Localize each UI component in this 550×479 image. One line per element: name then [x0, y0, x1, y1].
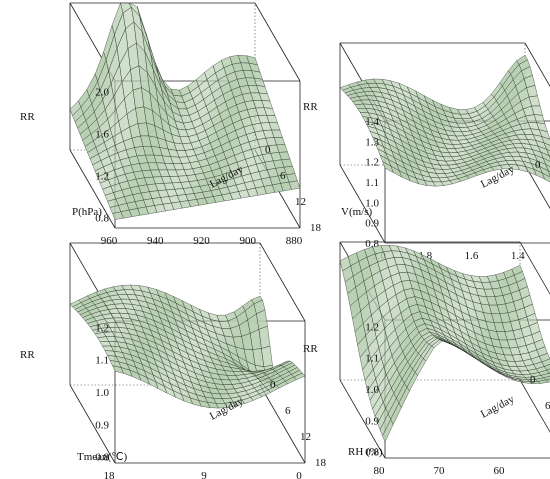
z-tick-label: 1.6 [95, 129, 109, 141]
box-edge [254, 2, 301, 82]
box-edge [339, 379, 386, 459]
surface-patch [288, 180, 301, 190]
surface-patch [541, 358, 550, 367]
z-axis-title: RR [303, 101, 318, 113]
y-tick-label: 0 [270, 379, 276, 391]
surface-patch [538, 129, 550, 140]
box-edge [259, 242, 306, 322]
y-tick-label: 12 [300, 431, 311, 443]
z-tick-label: 0.8 [365, 447, 379, 459]
x-tick-label: 1.6 [465, 250, 479, 262]
x-tick-label: 940 [147, 235, 164, 247]
x-tick-label: 900 [240, 235, 257, 247]
z-tick-label: 1.4 [365, 116, 379, 128]
box-edge [69, 384, 116, 464]
x-tick-label: 9 [201, 470, 207, 479]
z-tick-label: 1.1 [365, 177, 379, 189]
z-tick-label: 0.8 [95, 452, 109, 464]
y-tick-label: 18 [315, 457, 327, 469]
x-tick-label: 920 [193, 235, 210, 247]
surface-patch [541, 172, 550, 183]
box-edge [524, 42, 550, 88]
surface-patch [542, 157, 550, 167]
y-tick-label: 6 [545, 400, 550, 412]
surface-patch [539, 166, 550, 178]
box-edge [69, 149, 116, 229]
x-tick-label: 0 [296, 470, 302, 479]
surface-patch [541, 136, 550, 146]
y-tick-label: 18 [310, 222, 322, 234]
box-edge [519, 241, 550, 295]
surface-patch [546, 368, 550, 374]
z-tick-label: 0.9 [365, 218, 379, 230]
z-tick-label: 0.9 [95, 419, 109, 431]
z-tick-label: 1.0 [365, 197, 379, 209]
x-axis-title: Tmean(℃) [77, 451, 128, 463]
z-axis-title: RR [20, 111, 35, 123]
surface-patch [540, 151, 550, 162]
z-tick-label: 1.2 [365, 321, 379, 333]
box-edge [339, 164, 386, 244]
x-tick-label: 80 [374, 465, 386, 477]
y-axis-title: Lag/day [479, 393, 517, 421]
z-axis-title: RR [20, 349, 35, 361]
y-tick-label: 0 [265, 144, 271, 156]
x-axis-title: V(m/s) [341, 206, 373, 218]
x-tick-label: 1.4 [511, 250, 525, 262]
box-edge [524, 164, 550, 210]
y-tick-label: 0 [530, 374, 536, 386]
z-tick-label: 1.0 [365, 384, 379, 396]
x-tick-label: 18 [104, 470, 116, 479]
z-tick-label: 1.1 [365, 353, 379, 365]
z-tick-label: 1.2 [365, 157, 379, 169]
y-tick-label: 0 [535, 159, 541, 171]
x-tick-label: 960 [101, 235, 118, 247]
surface-patch [546, 148, 550, 157]
surface-patch [293, 372, 306, 380]
surface-plot-pressure: 960 940 920 900 8800612180.81.21.62.0P(hPa)L… [20, 2, 322, 247]
x-tick-label: 60 [494, 465, 506, 477]
z-tick-label: 1.1 [95, 355, 109, 367]
x-tick-label: 880 [286, 235, 303, 247]
z-tick-label: 0.8 [95, 213, 109, 225]
x-axis-title: RH (%) [348, 446, 383, 458]
surface-plot-wind-speed: 2.01.81.61.41.20612180.80.91.01.11.21.31… [303, 42, 550, 262]
box-edge [259, 384, 306, 464]
z-tick-label: 2.0 [95, 87, 109, 99]
surface-patch [545, 378, 550, 383]
x-tick-label: 70 [434, 465, 446, 477]
box-edge [519, 379, 550, 433]
z-tick-label: 1.0 [95, 387, 109, 399]
z-axis-title: RR [303, 343, 318, 355]
x-axis-title: P(hPa) [72, 206, 102, 218]
z-tick-label: 0.9 [365, 415, 379, 427]
y-tick-label: 6 [285, 405, 291, 417]
surface-patch [543, 375, 550, 381]
surface-plot-humidity: 807060500612180.80.91.01.11.2RH (%)Lag/d… [303, 241, 550, 477]
y-tick-label: 6 [280, 170, 286, 182]
surface-patch [545, 164, 550, 172]
z-tick-label: 1.3 [365, 136, 379, 148]
z-tick-label: 1.2 [95, 322, 109, 334]
z-tick-label: 1.2 [95, 171, 109, 183]
y-tick-label: 12 [295, 196, 306, 208]
surface-plot-temperature: 18 9 00612180.80.91.01.11.2Tmean(℃)Lag/day… [20, 242, 327, 479]
